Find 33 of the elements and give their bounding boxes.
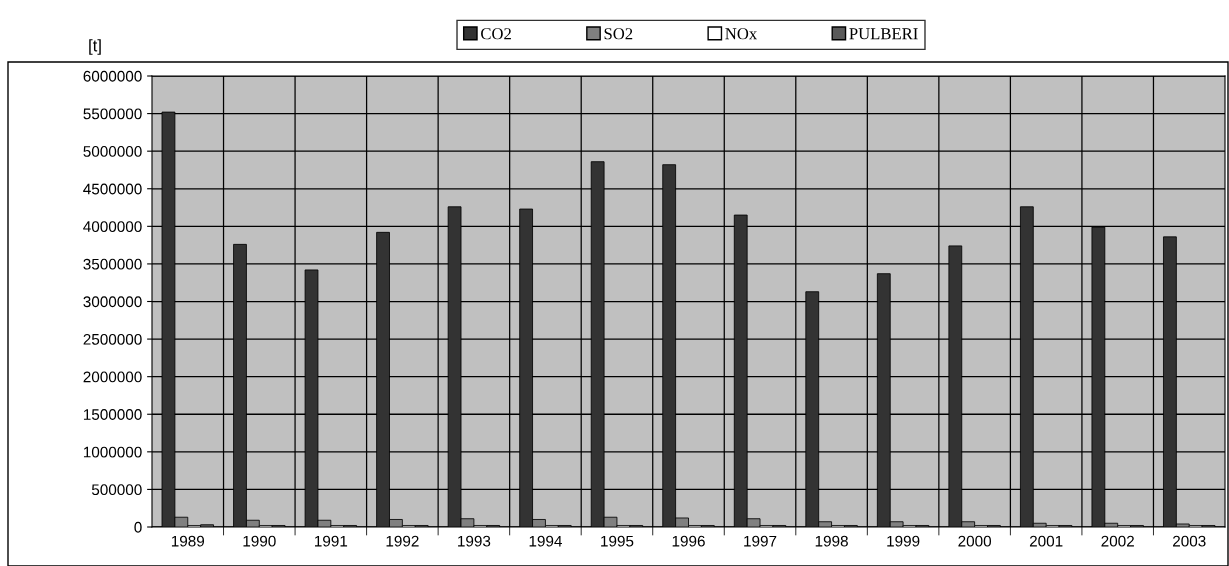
y-tick-label: 1500000 [83, 409, 142, 420]
x-tick-label: 2003 [1173, 535, 1206, 547]
legend-label: SO2 [604, 28, 633, 40]
x-tick-label: 1992 [386, 535, 419, 547]
x-tick-label: 1990 [243, 535, 276, 547]
legend-label: PULBERI [849, 28, 918, 40]
x-tick-label: 1993 [458, 535, 491, 547]
y-tick-label: 500000 [91, 484, 142, 496]
y-tick-label: 2500000 [83, 333, 142, 345]
x-tick-label: 1995 [601, 535, 634, 547]
y-tick-label: 3000000 [83, 296, 142, 308]
x-tick-label: 2000 [958, 535, 992, 547]
y-tick-label: 5500000 [83, 108, 142, 120]
x-tick-label: 2001 [1029, 535, 1063, 547]
x-tick-label: 1999 [887, 535, 920, 547]
x-tick-label: 1998 [815, 535, 848, 547]
x-tick-label: 1996 [672, 535, 705, 547]
y-tick-label: 4500000 [83, 183, 142, 195]
x-tick-label: 1991 [315, 535, 348, 547]
legend-label: NOx [725, 28, 757, 40]
y-tick-label: 0 [134, 521, 142, 533]
y-axis-title: [t] [89, 39, 101, 55]
x-tick-label: 1989 [171, 535, 205, 547]
y-tick-label: 4000000 [83, 221, 142, 233]
x-tick-label: 2002 [1101, 535, 1134, 547]
legend-label: CO2 [481, 28, 511, 40]
y-tick-label: 5000000 [83, 146, 142, 157]
x-tick-label: 1997 [744, 535, 777, 547]
x-tick-label: 1994 [529, 535, 562, 547]
y-tick-label: 1000000 [83, 446, 142, 458]
y-tick-label: 6000000 [83, 70, 142, 82]
y-tick-label: 3500000 [83, 258, 142, 270]
y-tick-label: 2000000 [83, 371, 142, 383]
